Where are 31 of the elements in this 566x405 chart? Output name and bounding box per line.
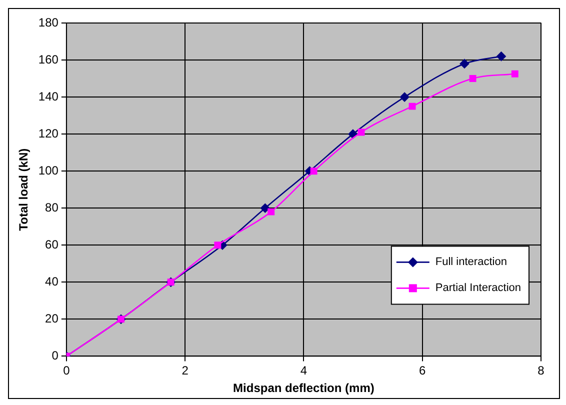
point bbox=[268, 208, 275, 216]
x-tick-label: 4 bbox=[300, 364, 308, 378]
point bbox=[460, 59, 470, 68]
y-tick-label: 80 bbox=[45, 200, 59, 214]
y-tick-label: 20 bbox=[45, 311, 59, 326]
point bbox=[260, 203, 270, 213]
y-tick-label: 0 bbox=[52, 348, 59, 363]
y-tick-label: 60 bbox=[45, 237, 59, 252]
y-tick-label: 120 bbox=[38, 126, 59, 140]
point bbox=[358, 128, 365, 136]
legend-label: Full interaction bbox=[435, 256, 507, 268]
y-tick-label: 180 bbox=[38, 15, 59, 30]
y-tick-label: 160 bbox=[38, 52, 59, 66]
point bbox=[310, 168, 318, 175]
point bbox=[348, 129, 358, 139]
x-tick-label: 8 bbox=[538, 364, 545, 378]
point bbox=[496, 52, 506, 61]
x-axis-title: Midspan deflection (mm) bbox=[233, 381, 374, 396]
point bbox=[408, 102, 416, 110]
x-tick-label: 0 bbox=[63, 364, 70, 378]
y-tick-label: 100 bbox=[38, 163, 59, 178]
point bbox=[511, 70, 518, 78]
point bbox=[469, 75, 476, 82]
y-tick-label: 140 bbox=[38, 89, 59, 104]
point bbox=[400, 92, 410, 102]
y-tick-label: 40 bbox=[45, 274, 59, 288]
x-tick-label: 2 bbox=[182, 364, 189, 378]
x-tick-label: 6 bbox=[419, 364, 426, 378]
point bbox=[214, 242, 222, 249]
y-axis-title: Total load (kN) bbox=[16, 148, 31, 231]
legend-label: Partial Interaction bbox=[435, 282, 522, 294]
